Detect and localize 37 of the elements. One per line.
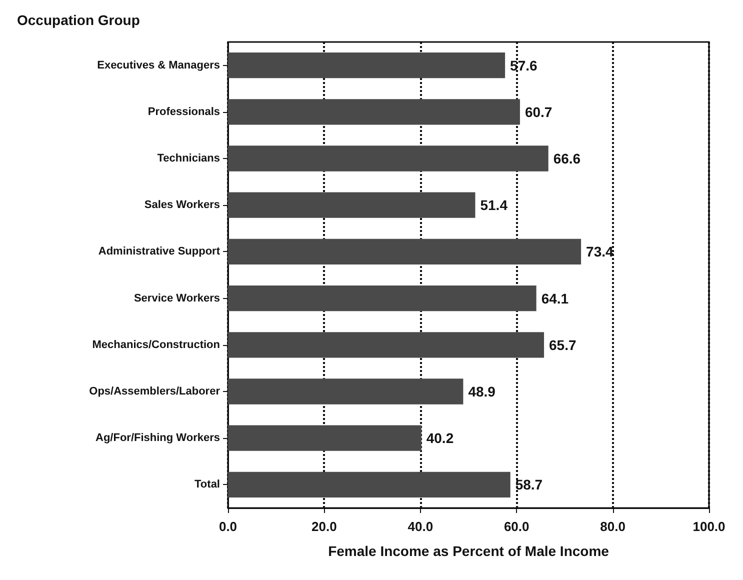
data-label: 51.4: [480, 197, 508, 214]
data-label: 60.7: [524, 104, 552, 120]
x-axis-title: Female Income as Percent of Male Income: [328, 543, 610, 559]
y-tick-label: Total: [194, 478, 220, 491]
data-label: 40.2: [426, 430, 454, 446]
x-tick-label: 20.0: [312, 519, 337, 534]
y-tick-label: Ops/Assemblers/Laborer: [89, 386, 221, 398]
y-tick-label: Executives & Managers: [97, 59, 220, 72]
y-tick-label: Professionals: [148, 106, 220, 118]
bar: [228, 238, 582, 265]
x-tick-label: 40.0: [408, 519, 434, 534]
bar: [228, 146, 548, 172]
data-label: 64.1: [541, 290, 569, 306]
data-label: 73.4: [586, 244, 614, 260]
y-tick-label: Sales Workers: [144, 199, 220, 212]
bar: [228, 472, 510, 498]
y-tick-label: Service Workers: [134, 292, 220, 304]
data-label: 57.6: [510, 57, 538, 74]
y-axis-title: Occupation Group: [17, 12, 140, 28]
bar: [228, 99, 520, 125]
y-tick-label: Administrative Support: [98, 246, 220, 258]
bar: [228, 332, 544, 358]
x-tick-label: 0.0: [218, 519, 238, 534]
bar: [228, 425, 422, 451]
data-label: 65.7: [549, 336, 576, 353]
x-tick-label: 100.0: [692, 519, 726, 534]
bar: [228, 378, 464, 404]
data-label: 48.9: [468, 384, 496, 400]
x-tick-label: 60.0: [504, 519, 530, 534]
data-label: 66.6: [553, 150, 581, 166]
bar: [228, 192, 476, 218]
bar: [228, 285, 536, 312]
bar: [228, 52, 506, 78]
y-tick-label: Ag/For/Fishing Workers: [96, 432, 220, 444]
y-tick-label: Mechanics/Construction: [92, 338, 220, 351]
y-tick-label: Technicians: [157, 152, 220, 164]
x-tick-label: 80.0: [600, 519, 626, 534]
